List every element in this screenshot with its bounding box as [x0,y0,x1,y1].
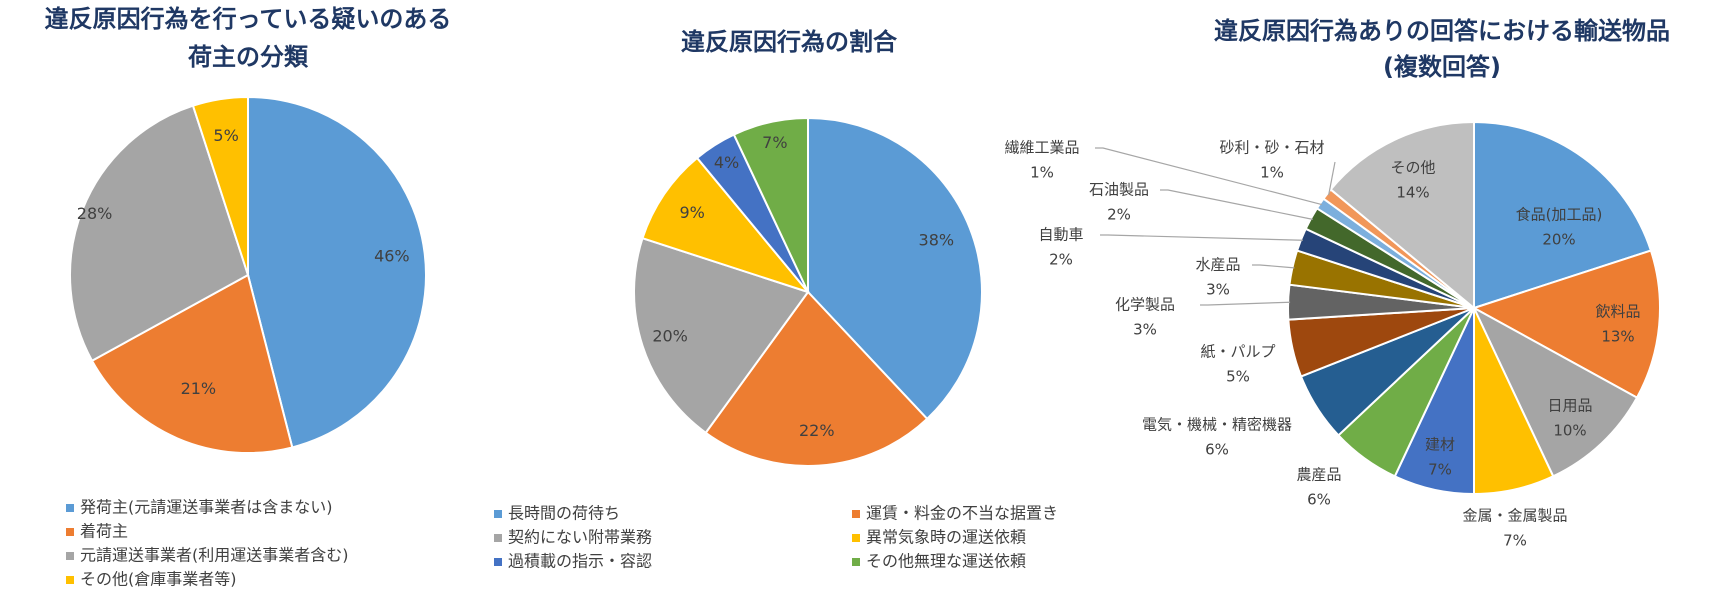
pie-3-label-value-13: 1% [1030,164,1054,182]
pie-2-slice-6 [732,116,809,293]
pie-chart-1: 46% 21% 28% 5% [69,95,427,454]
pie-2-legend-item-1: 長時間の荷待ち [508,504,620,523]
pie-3-label-name-8: 紙・パルプ [1200,343,1275,361]
pie-2-legend-marker-3 [494,534,502,542]
pie-3-label-name-10: 水産品 [1195,256,1240,274]
pie-1-data-label-4: 5% [213,126,238,145]
pie-2-legend-marker-5 [494,558,502,566]
pie-chart-3: 食品(加工品) 20% 飲料品 13% 日用品 10% 金属・金属製品 7% 建材 7% 農産品 6%… [1004,120,1661,550]
pie-3-label-name-2: 飲料品 [1595,303,1640,321]
pie-3-label-name-5: 建材 [1425,436,1455,454]
pie-3-label-value-12: 2% [1107,206,1131,224]
pie-2-legend-marker-6 [852,558,860,566]
pie-3-label-name-14: 砂利・砂・石材 [1219,139,1324,157]
pie-3-label-name-12: 石油製品 [1089,181,1149,199]
pie-3-leader-line-9 [1200,301,1291,306]
pie-2-legend-item-5: 過積載の指示・容認 [508,552,652,571]
pie-1-data-label-3: 28% [77,204,113,223]
pie-2-data-label-4: 9% [680,203,705,222]
pie-1-legend-item-4: その他(倉庫事業者等) [80,570,237,589]
chart-1-title-line-1: 違反原因行為を行っている疑いのある [45,5,452,33]
pie-1-legend-item-3: 元請運送事業者(利用運送事業者含む) [80,546,349,565]
pie-1-legend-marker-1 [66,504,74,512]
pie-3-slice-15 [1329,120,1475,311]
pie-2-legend-marker-4 [852,534,860,542]
pie-1-data-label-1: 46% [374,246,410,265]
pie-2-legend-marker-2 [852,510,860,518]
pie-2-legend-item-4: 異常気象時の運送依頼 [866,528,1026,547]
pie-2-data-label-6: 7% [762,133,787,152]
pie-3-slice-2 [1471,249,1661,399]
pie-1-legend-marker-4 [66,576,74,584]
pie-3-label-name-15: その他 [1390,159,1435,177]
pie-3-slice-3 [1471,305,1639,478]
pie-1-data-label-2: 21% [181,379,217,398]
pie-3-label-value-3: 10% [1553,422,1586,440]
pie-3-label-name-3: 日用品 [1547,397,1592,415]
pie-3-label-value-7: 6% [1205,441,1229,459]
pie-2-data-label-1: 38% [919,231,955,250]
pie-3-label-name-4: 金属・金属製品 [1462,507,1567,525]
pie-3-label-value-15: 14% [1396,184,1429,202]
pie-3-label-value-10: 3% [1206,281,1230,299]
pie-3-leader-line-13 [1095,147,1322,206]
pie-1-legend-item-2: 着荷主 [80,522,128,541]
pie-2-legend-marker-1 [494,510,502,518]
pie-2-data-label-3: 20% [652,326,688,345]
chart-3-title-line-2: (複数回答) [1383,53,1501,81]
pie-2-slice-3 [633,236,810,435]
pie-3-label-value-11: 2% [1049,251,1073,269]
pie-3-label-value-14: 1% [1260,164,1284,182]
pie-3-label-value-5: 7% [1428,461,1452,479]
pie-2-legend-item-6: その他無理な運送依頼 [866,552,1026,571]
pie-3-label-name-13: 繊維工業品 [1004,139,1079,157]
pie-3-label-name-7: 電気・機械・精密機器 [1142,416,1292,434]
pie-2-data-label-2: 22% [799,421,835,440]
pie-3-label-value-1: 20% [1542,231,1575,249]
pie-3-slice-1 [1473,120,1653,310]
pie-1-legend-marker-3 [66,552,74,560]
pie-3-leader-line-12 [1160,189,1313,220]
pie-1-legend-item-1: 発荷主(元請運送事業者は含まない) [80,498,333,517]
pie-1-slice-1 [247,95,427,449]
pie-3-leader-line-11 [1100,234,1303,241]
pie-2-data-label-5: 4% [714,153,739,172]
pie-3-label-value-8: 5% [1226,368,1250,386]
pie-3-label-name-9: 化学製品 [1115,296,1175,314]
pie-3-label-value-4: 7% [1503,532,1527,550]
pie-1-slice-4 [191,95,249,276]
chart-1-title-line-2: 荷主の分類 [188,43,309,71]
pie-2-slice-4 [641,156,811,295]
pie-3-label-name-6: 農産品 [1296,466,1341,484]
pie-3-label-name-11: 自動車 [1038,226,1083,244]
pie-3-label-value-6: 6% [1307,491,1331,509]
pie-2-legend-item-3: 契約にない附帯業務 [508,528,652,547]
pie-3-label-name-1: 食品(加工品) [1516,206,1603,224]
pie-2-slice-1 [807,116,983,421]
pie-1-legend-marker-2 [66,528,74,536]
pie-1-slice-2 [90,273,294,454]
chart-2-title-line-1: 違反原因行為の割合 [681,28,898,56]
chart-3-title-line-1: 違反原因行為ありの回答における輸送物品 [1214,17,1670,45]
pie-3-label-value-9: 3% [1133,321,1157,339]
pie-2-legend-item-2: 運賃・料金の不当な据置き [866,504,1058,523]
pie-3-leader-line-14 [1328,161,1336,196]
pie-1-slice-3 [69,104,250,363]
pie-3-leader-line-10 [1252,264,1295,269]
pie-chart-2: 38% 22% 20% 9% 4% 7% [633,116,983,467]
pie-3-label-value-2: 13% [1601,328,1634,346]
pie-2-slice-2 [704,290,929,467]
